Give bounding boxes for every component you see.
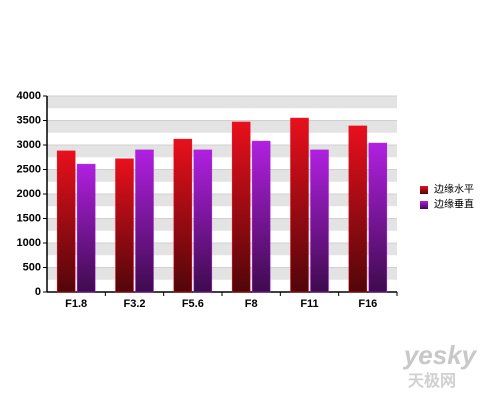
y-tick-label: 2000 [17, 188, 41, 200]
grid-band [47, 120, 397, 133]
y-tick-label: 2500 [17, 163, 41, 175]
grid-band [47, 243, 397, 256]
bar [251, 140, 271, 293]
grid-band [47, 145, 397, 158]
bar [115, 158, 134, 293]
legend-swatch [420, 186, 428, 194]
bar [348, 125, 368, 293]
grid-band [47, 218, 397, 231]
y-tick-label: 3500 [17, 114, 41, 126]
bar [135, 149, 154, 293]
y-tick-label: 3000 [17, 139, 41, 151]
y-tick-label: 1000 [17, 237, 41, 249]
grid-band [47, 267, 397, 280]
bar [310, 149, 329, 293]
x-tick-label: F16 [358, 298, 377, 310]
grid-band [47, 96, 397, 109]
bar [193, 149, 213, 293]
y-tick-label: 0 [35, 286, 41, 298]
watermark-logo: yesky [402, 340, 478, 370]
x-tick-label: F8 [245, 298, 258, 310]
x-tick-label: F1.8 [65, 298, 87, 310]
x-tick-label: F3.2 [123, 298, 145, 310]
y-tick-label: 500 [23, 261, 41, 273]
legend-label: 边缘垂直 [434, 198, 474, 211]
x-tick-label: F5.6 [182, 298, 204, 310]
bar [76, 163, 96, 293]
x-tick-label: F11 [300, 298, 318, 310]
y-tick-label: 1500 [17, 212, 41, 224]
bar [290, 117, 309, 293]
bar [56, 150, 76, 293]
watermark-site: 天极网 [408, 371, 456, 390]
grid-band [47, 169, 397, 182]
grid-band [47, 194, 397, 207]
bar [231, 121, 251, 293]
legend-swatch [420, 201, 428, 209]
bar [368, 142, 388, 293]
bar [173, 138, 193, 293]
y-tick-label: 4000 [17, 90, 41, 102]
legend-label: 边缘水平 [434, 183, 474, 196]
